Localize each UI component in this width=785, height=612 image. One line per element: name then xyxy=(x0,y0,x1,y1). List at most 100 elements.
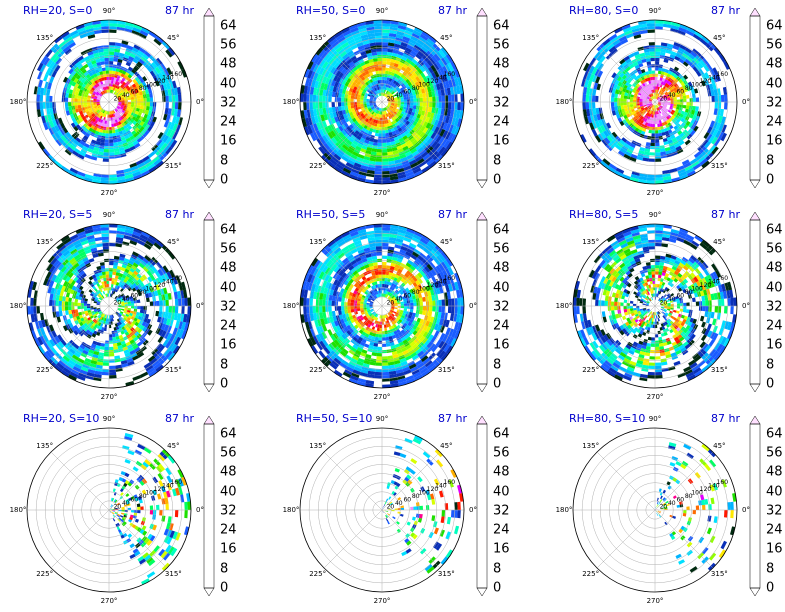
precip-cell xyxy=(348,145,356,152)
angle-tick-label: 180° xyxy=(9,98,27,106)
precip-cell xyxy=(646,91,650,95)
precip-cell xyxy=(647,77,651,81)
precip-cell xyxy=(593,82,598,90)
precip-cell xyxy=(447,102,452,110)
precip-cell xyxy=(327,132,334,140)
precip-cell xyxy=(86,372,95,377)
precip-cell xyxy=(657,110,661,114)
precip-cell xyxy=(419,114,424,120)
precip-cell xyxy=(433,133,440,141)
precip-cell xyxy=(115,326,120,330)
precip-cell xyxy=(379,120,382,125)
precip-cell xyxy=(166,332,173,341)
precip-cell xyxy=(380,111,382,115)
precip-cell xyxy=(389,23,399,28)
precip-cell xyxy=(75,278,81,284)
precip-cell xyxy=(101,87,104,92)
precip-cell xyxy=(410,111,415,117)
precip-cell xyxy=(391,82,395,87)
precip-cell xyxy=(583,71,589,80)
precip-cell xyxy=(115,88,119,92)
precip-cell xyxy=(373,91,377,95)
precip-cell xyxy=(714,102,719,109)
precip-cell xyxy=(133,132,139,138)
precip-cell xyxy=(658,64,663,69)
precip-cell xyxy=(92,150,99,155)
precip-cell xyxy=(84,357,92,363)
precip-cell xyxy=(674,89,678,93)
precip-cell xyxy=(372,292,376,296)
precip-cell xyxy=(709,68,716,77)
precip-cell xyxy=(68,374,77,381)
angle-tick-label: 225° xyxy=(36,366,54,375)
precip-cell xyxy=(68,170,77,177)
precip-cell xyxy=(124,331,130,336)
precip-cell xyxy=(625,58,632,64)
precip-cell xyxy=(402,36,411,42)
precip-cell xyxy=(430,85,435,92)
precip-cell xyxy=(673,66,680,72)
precip-cell xyxy=(393,153,400,158)
precip-cell xyxy=(662,111,666,115)
precip-cell xyxy=(123,298,127,302)
precip-cell xyxy=(717,102,722,109)
precip-cell xyxy=(176,86,182,95)
precip-cell xyxy=(125,265,132,271)
precip-cell xyxy=(106,120,109,125)
precip-cell xyxy=(341,129,347,136)
precip-cell xyxy=(369,321,373,326)
precip-cell xyxy=(382,155,388,159)
precip-cell xyxy=(45,350,53,359)
precip-cell xyxy=(650,80,653,84)
precip-cell xyxy=(415,122,421,128)
precip-cell xyxy=(353,78,359,84)
precip-cell xyxy=(65,106,69,112)
precip-cell xyxy=(416,85,421,91)
precip-cell xyxy=(58,284,63,291)
precip-cell xyxy=(608,163,618,171)
precip-cell xyxy=(364,108,369,112)
precip-cell xyxy=(449,109,455,118)
precip-cell xyxy=(85,312,89,317)
precip-cell xyxy=(325,102,329,108)
precip-cell xyxy=(321,61,329,69)
precip-cell xyxy=(404,30,413,36)
precip-cell xyxy=(151,265,158,273)
precip-cell xyxy=(391,103,395,105)
precip-cell xyxy=(432,96,436,102)
precip-cell xyxy=(167,352,176,361)
precip-cell xyxy=(65,292,70,298)
precip-cell xyxy=(426,137,433,145)
precip-cell xyxy=(369,307,373,309)
precip-cell xyxy=(140,260,147,267)
precip-cell xyxy=(54,35,63,44)
precip-cell xyxy=(83,99,87,102)
precip-cell xyxy=(99,71,104,75)
precip-cell xyxy=(382,23,391,27)
precip-cell xyxy=(351,92,355,97)
precip-cell xyxy=(83,102,87,105)
precip-cell xyxy=(79,314,84,319)
precip-cell xyxy=(436,76,442,84)
precip-cell xyxy=(28,280,34,290)
precip-cell xyxy=(301,118,307,128)
precip-cell xyxy=(704,140,712,149)
precip-cell xyxy=(365,322,369,327)
precip-cell xyxy=(83,135,89,141)
precip-cell xyxy=(360,51,367,56)
precip-cell xyxy=(669,168,678,173)
precip-cell xyxy=(84,174,94,180)
precip-cell xyxy=(86,303,91,306)
precip-cell xyxy=(379,280,382,284)
colorbar-tick-label: 0 xyxy=(493,172,502,188)
precip-cell xyxy=(377,139,382,143)
precip-cell xyxy=(126,45,134,51)
precip-cell xyxy=(612,39,621,46)
precip-cell xyxy=(121,103,125,106)
precip-cell xyxy=(632,116,637,121)
precip-cell xyxy=(405,151,412,157)
precip-cell xyxy=(637,113,641,117)
precip-cell xyxy=(68,348,76,355)
precip-cell xyxy=(139,94,144,99)
precip-cell xyxy=(407,303,411,306)
